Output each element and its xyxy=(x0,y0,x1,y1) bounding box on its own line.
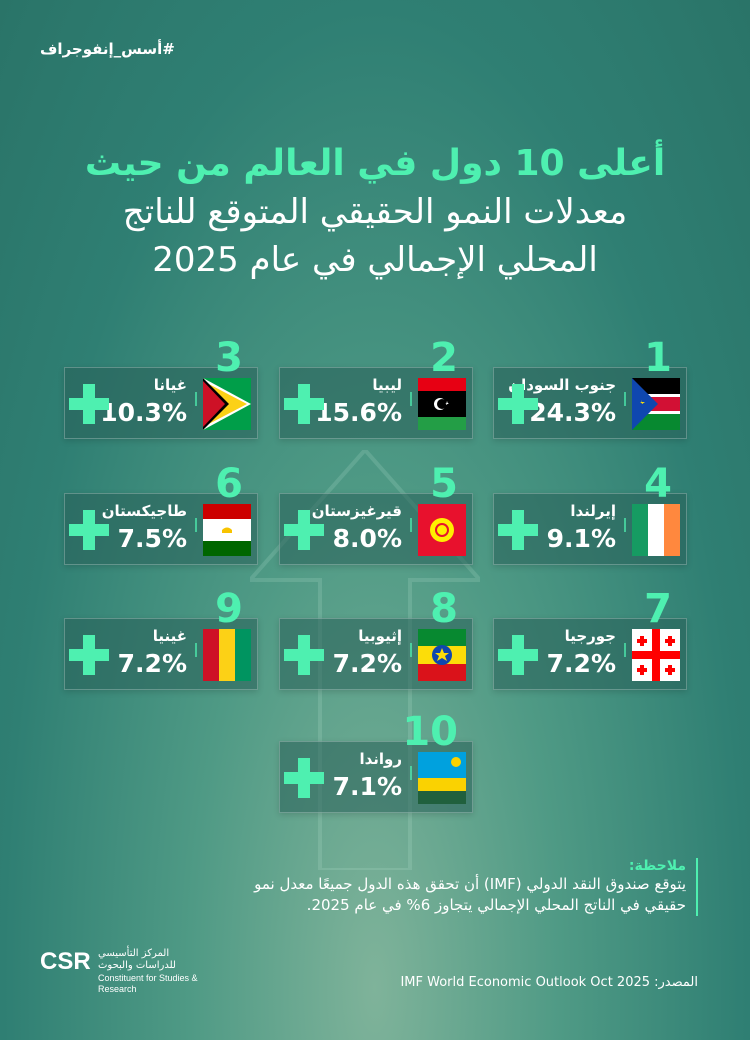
growth-value: 7.2% xyxy=(117,649,187,678)
rank-number: 1 xyxy=(644,335,672,381)
plus-icon xyxy=(284,384,324,424)
title-line-1: أعلى 10 دول في العالم من حيث xyxy=(84,143,666,184)
country-card: 7 جورجيا 7.2% xyxy=(493,589,687,690)
country-name: طاجيكستان xyxy=(101,502,187,520)
logo-english-name: Constituent for Studies & Research xyxy=(98,973,198,994)
country-name: إثيوبيا xyxy=(358,627,402,645)
ireland-flag-icon xyxy=(632,504,680,556)
country-card: 2 ليبيا 15.6% xyxy=(279,338,473,439)
plus-icon xyxy=(284,635,324,675)
divider xyxy=(410,766,412,780)
divider xyxy=(195,392,197,406)
tajikistan-flag-icon xyxy=(203,504,251,556)
rank-number: 5 xyxy=(430,461,458,507)
country-name: غينيا xyxy=(152,627,187,645)
south-sudan-flag-icon xyxy=(632,378,680,430)
country-name: رواندا xyxy=(359,750,402,768)
divider xyxy=(195,643,197,657)
country-card: 1 جنوب السودان 24.3% xyxy=(493,338,687,439)
libya-flag-icon xyxy=(418,378,466,430)
country-card: 10 رواندا 7.1% xyxy=(279,712,473,813)
kyrgyzstan-flag-icon xyxy=(418,504,466,556)
guinea-flag-icon xyxy=(203,629,251,681)
rank-number: 10 xyxy=(402,709,458,755)
country-card: 4 إيرلندا 9.1% xyxy=(493,464,687,565)
country-name: قيرغيزستان xyxy=(311,502,402,520)
country-card: 3 غيانا 10.3% xyxy=(64,338,258,439)
country-name: جورجيا xyxy=(564,627,616,645)
growth-value: 9.1% xyxy=(546,524,616,553)
divider xyxy=(410,392,412,406)
page-title: أعلى 10 دول في العالم من حيث معدلات النم… xyxy=(0,140,750,284)
background-arrow-graphic xyxy=(250,450,480,870)
divider xyxy=(624,643,626,657)
title-line-3: المحلي الإجمالي في عام 2025 xyxy=(152,240,598,280)
ethiopia-flag-icon xyxy=(418,629,466,681)
divider xyxy=(195,518,197,532)
rank-number: 7 xyxy=(644,586,672,632)
hashtag: #أسس_إنفوجراف xyxy=(40,40,175,58)
divider xyxy=(624,518,626,532)
note-box: ملاحظة: يتوقع صندوق النقد الدولي (IMF) أ… xyxy=(216,858,698,916)
divider xyxy=(624,392,626,406)
growth-value: 7.5% xyxy=(117,524,187,553)
country-card: 6 طاجيكستان 7.5% xyxy=(64,464,258,565)
divider xyxy=(410,643,412,657)
country-name: ليبيا xyxy=(372,376,402,394)
guyana-flag-icon xyxy=(203,378,251,430)
country-name: جنوب السودان xyxy=(508,376,616,394)
rank-number: 2 xyxy=(430,335,458,381)
logo-arabic-name: المركز التأسيسي للدراسات والبحوث xyxy=(98,948,176,971)
plus-icon xyxy=(498,510,538,550)
country-name: إيرلندا xyxy=(570,502,616,520)
note-body: يتوقع صندوق النقد الدولي (IMF) أن تحقق ه… xyxy=(254,875,686,914)
growth-value: 7.2% xyxy=(546,649,616,678)
plus-icon xyxy=(498,384,538,424)
country-card: 9 غينيا 7.2% xyxy=(64,589,258,690)
growth-value: 15.6% xyxy=(315,398,402,427)
organization-logo: CSR المركز التأسيسي للدراسات والبحوث Con… xyxy=(40,948,198,998)
plus-icon xyxy=(69,384,109,424)
rank-number: 9 xyxy=(215,586,243,632)
plus-icon xyxy=(498,635,538,675)
growth-value: 10.3% xyxy=(100,398,187,427)
note-title: ملاحظة: xyxy=(628,858,686,874)
georgia-flag-icon xyxy=(632,629,680,681)
country-card: 5 قيرغيزستان 8.0% xyxy=(279,464,473,565)
growth-value: 7.1% xyxy=(332,772,402,801)
source-text: المصدر: IMF World Economic Outlook Oct 2… xyxy=(400,975,698,990)
title-line-2: معدلات النمو الحقيقي المتوقع للناتج xyxy=(122,192,628,232)
logo-mark: CSR xyxy=(40,948,91,975)
rank-number: 4 xyxy=(644,461,672,507)
country-card: 8 إثيوبيا 7.2% xyxy=(279,589,473,690)
country-name: غيانا xyxy=(153,376,187,394)
growth-value: 8.0% xyxy=(332,524,402,553)
rank-number: 3 xyxy=(215,335,243,381)
rank-number: 6 xyxy=(215,461,243,507)
plus-icon xyxy=(284,510,324,550)
plus-icon xyxy=(69,510,109,550)
plus-icon xyxy=(69,635,109,675)
growth-value: 7.2% xyxy=(332,649,402,678)
growth-value: 24.3% xyxy=(529,398,616,427)
rwanda-flag-icon xyxy=(418,752,466,804)
rank-number: 8 xyxy=(430,586,458,632)
plus-icon xyxy=(284,758,324,798)
divider xyxy=(410,518,412,532)
